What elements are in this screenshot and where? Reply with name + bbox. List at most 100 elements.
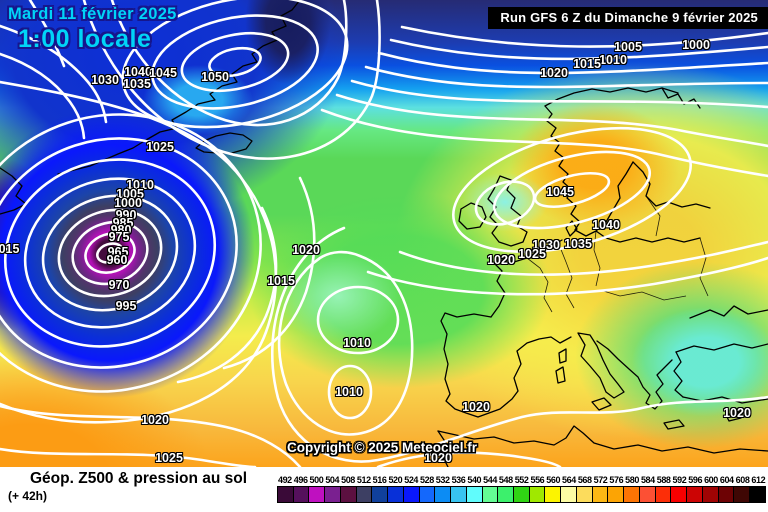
model-run-info: Run GFS 6 Z du Dimanche 9 février 2025	[488, 7, 768, 29]
legend-cell	[655, 487, 672, 502]
pressure-label: 1025	[155, 451, 183, 465]
legend-cell	[482, 487, 499, 502]
pressure-label: 1005	[116, 187, 144, 201]
legend-value: 520	[388, 475, 403, 485]
map-graphics	[0, 0, 768, 467]
legend-value: 600	[704, 475, 718, 485]
legend-cell	[466, 487, 483, 502]
legend-cell	[498, 487, 515, 502]
legend-value: 572	[593, 475, 608, 485]
pressure-label: 985	[112, 216, 134, 230]
legend-value: 504	[325, 475, 340, 485]
legend-cell	[403, 487, 420, 502]
legend-value: 568	[577, 475, 592, 485]
legend-value: 536	[451, 475, 466, 485]
color-scale-cells	[277, 486, 766, 503]
chart-title: Géop. Z500 & pression au sol	[30, 470, 248, 487]
pressure-label: 1010	[126, 178, 154, 192]
legend-value: 512	[356, 475, 371, 485]
pressure-label: 1015	[267, 274, 295, 288]
legend-cell	[750, 487, 765, 502]
pressure-label: 1020	[487, 253, 515, 267]
legend-value: 528	[420, 475, 434, 485]
forecast-offset-label: (+ 42h)	[8, 489, 48, 503]
legend-cell	[325, 487, 341, 502]
legend-value: 608	[735, 475, 750, 485]
legend-value: 564	[562, 475, 576, 485]
legend-cell	[608, 487, 625, 502]
copyright-label: Copyright © 2025 Meteociel.fr	[287, 440, 477, 455]
legend-value: 548	[498, 475, 513, 485]
pressure-label: 1040	[592, 218, 620, 232]
pressure-label: 1025	[146, 140, 174, 154]
legend-cell	[388, 487, 404, 502]
legend-cell	[340, 487, 357, 502]
legend-cell	[435, 487, 452, 502]
legend-cell	[356, 487, 373, 502]
legend-cell	[734, 487, 751, 502]
pressure-label: 1020	[540, 66, 568, 80]
pressure-label: 1045	[546, 185, 574, 199]
pressure-label: 1020	[424, 451, 452, 465]
pressure-label: 1030	[91, 73, 119, 87]
legend-cell	[309, 487, 326, 502]
legend-cell	[561, 487, 577, 502]
pressure-label: 990	[115, 208, 137, 222]
color-scale-values: 492 496 500 504 508 512 516 520 524 528 532 536 540 5…	[277, 475, 766, 485]
pressure-label: 975	[108, 230, 130, 244]
pressure-label: 960	[106, 253, 128, 267]
legend-cell	[576, 487, 593, 502]
legend-value: 508	[341, 475, 355, 485]
valid-date-label: Mardi 11 février 2025	[8, 5, 177, 23]
legend-value: 604	[719, 475, 734, 485]
legend-cell	[545, 487, 562, 502]
pressure-label: 1025	[518, 247, 546, 261]
legend-cell	[592, 487, 609, 502]
pressure-label: 1040	[124, 65, 152, 79]
legend-cell	[529, 487, 546, 502]
pressure-label: 1010	[343, 336, 371, 350]
pressure-label: 1030	[532, 238, 560, 252]
pressure-label: 980	[110, 223, 132, 237]
legend-value: 556	[530, 475, 545, 485]
legend-footer: Géop. Z500 & pression au sol (+ 42h) 492…	[0, 467, 768, 512]
legend-value: 540	[467, 475, 482, 485]
valid-time-label: 1:00 locale	[18, 25, 152, 53]
legend-cell	[372, 487, 389, 502]
legend-value: 596	[688, 475, 703, 485]
legend-value: 584	[640, 475, 655, 485]
legend-value: 560	[546, 475, 561, 485]
weather-map: 1030 1035 1040 1045 1050 1025 1010 1005 1000 990 9…	[0, 0, 768, 467]
pressure-label: 1035	[123, 77, 151, 91]
pressure-label: 015	[0, 242, 20, 256]
pressure-label: 1020	[141, 413, 169, 427]
legend-value: 612	[751, 475, 766, 485]
legend-cell	[702, 487, 719, 502]
legend-cell	[451, 487, 467, 502]
pressure-label: 1020	[292, 243, 320, 257]
legend-value: 532	[435, 475, 450, 485]
legend-value: 524	[404, 475, 419, 485]
pressure-label: 1050	[201, 70, 229, 84]
pressure-label: 1000	[682, 38, 710, 52]
legend-value: 492	[277, 475, 292, 485]
legend-value: 500	[309, 475, 324, 485]
z500-color-scale: 492 496 500 504 508 512 516 520 524 528 532 536 540 5…	[277, 475, 766, 503]
legend-value: 588	[656, 475, 671, 485]
legend-cell	[278, 487, 294, 502]
pressure-label: 1000	[114, 196, 142, 210]
legend-cell	[671, 487, 688, 502]
pressure-label: 1010	[335, 385, 363, 399]
pressure-label: 1010	[599, 53, 627, 67]
pressure-label: 1045	[149, 66, 177, 80]
pressure-label: 965	[107, 245, 129, 259]
pressure-label: 970	[108, 278, 130, 292]
legend-value: 552	[514, 475, 529, 485]
legend-value: 580	[625, 475, 639, 485]
legend-value: 516	[372, 475, 387, 485]
legend-cell	[687, 487, 703, 502]
legend-cell	[639, 487, 656, 502]
legend-value: 544	[483, 475, 497, 485]
legend-value: 576	[609, 475, 624, 485]
